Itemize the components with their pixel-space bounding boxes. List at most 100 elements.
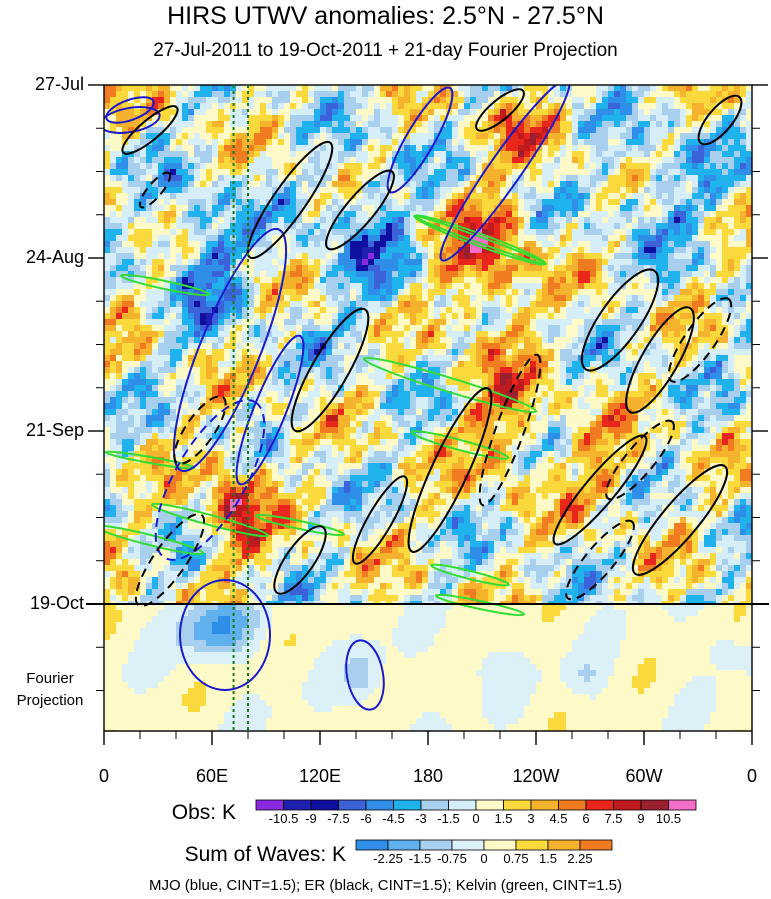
field-cell	[332, 289, 339, 296]
field-cell	[134, 121, 141, 128]
field-cell	[662, 283, 669, 290]
field-cell	[314, 127, 321, 134]
field-cell	[224, 319, 231, 326]
field-cell	[392, 319, 399, 326]
field-cell	[230, 121, 237, 128]
field-cell	[620, 289, 627, 296]
field-cell	[626, 313, 633, 320]
field-cell	[110, 289, 117, 296]
field-cell	[362, 241, 369, 248]
field-cell	[488, 295, 495, 302]
field-cell	[356, 295, 363, 302]
field-cell	[632, 145, 639, 152]
field-cell	[620, 241, 627, 248]
field-cell	[344, 151, 351, 158]
field-cell	[308, 199, 315, 206]
field-cell	[512, 163, 519, 170]
field-cell	[602, 169, 609, 176]
field-cell	[308, 283, 315, 290]
field-cell	[482, 145, 489, 152]
field-cell	[392, 265, 399, 272]
field-cell	[236, 211, 243, 218]
field-cell	[134, 193, 141, 200]
field-cell	[704, 85, 711, 92]
field-cell	[626, 253, 633, 260]
field-cell	[440, 157, 447, 164]
field-cell	[140, 169, 147, 176]
field-cell	[608, 253, 615, 260]
field-cell	[560, 169, 567, 176]
field-cell	[560, 181, 567, 188]
field-cell	[206, 133, 213, 140]
field-cell	[542, 355, 549, 362]
field-cell	[260, 337, 267, 344]
field-cell	[686, 193, 693, 200]
field-cell	[386, 85, 393, 92]
field-cell	[392, 199, 399, 206]
field-cell	[116, 241, 123, 248]
field-cell	[506, 211, 513, 218]
field-cell	[200, 301, 207, 308]
field-cell	[416, 139, 423, 146]
field-cell	[200, 313, 207, 320]
field-cell	[740, 277, 747, 284]
field-cell	[542, 283, 549, 290]
field-cell	[224, 337, 231, 344]
field-cell	[620, 223, 627, 230]
field-cell	[356, 139, 363, 146]
field-cell	[302, 163, 309, 170]
field-cell	[518, 349, 525, 356]
field-cell	[176, 271, 183, 278]
field-cell	[494, 217, 501, 224]
field-cell	[440, 343, 447, 350]
field-cell	[602, 253, 609, 260]
field-cell	[110, 253, 117, 260]
field-cell	[608, 301, 615, 308]
field-cell	[740, 271, 747, 278]
field-cell	[320, 241, 327, 248]
field-cell	[434, 157, 441, 164]
field-cell	[218, 349, 225, 356]
field-cell	[188, 139, 195, 146]
field-cell	[722, 187, 729, 194]
field-cell	[134, 133, 141, 140]
field-cell	[200, 127, 207, 134]
field-cell	[428, 205, 435, 212]
field-cell	[644, 259, 651, 266]
field-cell	[146, 319, 153, 326]
field-cell	[230, 325, 237, 332]
field-cell	[518, 241, 525, 248]
field-cell	[152, 157, 159, 164]
field-cell	[260, 199, 267, 206]
field-cell	[482, 187, 489, 194]
field-cell	[662, 343, 669, 350]
field-cell	[110, 175, 117, 182]
field-cell	[170, 193, 177, 200]
field-cell	[608, 337, 615, 344]
field-cell	[146, 313, 153, 320]
field-cell	[320, 145, 327, 152]
field-cell	[548, 343, 555, 350]
field-cell	[458, 295, 465, 302]
field-cell	[464, 103, 471, 110]
field-cell	[590, 307, 597, 314]
field-cell	[230, 295, 237, 302]
field-cell	[674, 115, 681, 122]
field-cell	[674, 355, 681, 362]
field-cell	[224, 277, 231, 284]
field-cell	[500, 337, 507, 344]
field-cell	[716, 187, 723, 194]
field-cell	[296, 271, 303, 278]
field-cell	[254, 325, 261, 332]
field-cell	[446, 301, 453, 308]
field-cell	[548, 145, 555, 152]
field-cell	[188, 301, 195, 308]
field-cell	[356, 109, 363, 116]
field-cell	[626, 139, 633, 146]
field-cell	[680, 121, 687, 128]
field-cell	[692, 163, 699, 170]
field-cell	[668, 331, 675, 338]
field-cell	[548, 109, 555, 116]
field-cell	[224, 217, 231, 224]
field-cell	[416, 187, 423, 194]
